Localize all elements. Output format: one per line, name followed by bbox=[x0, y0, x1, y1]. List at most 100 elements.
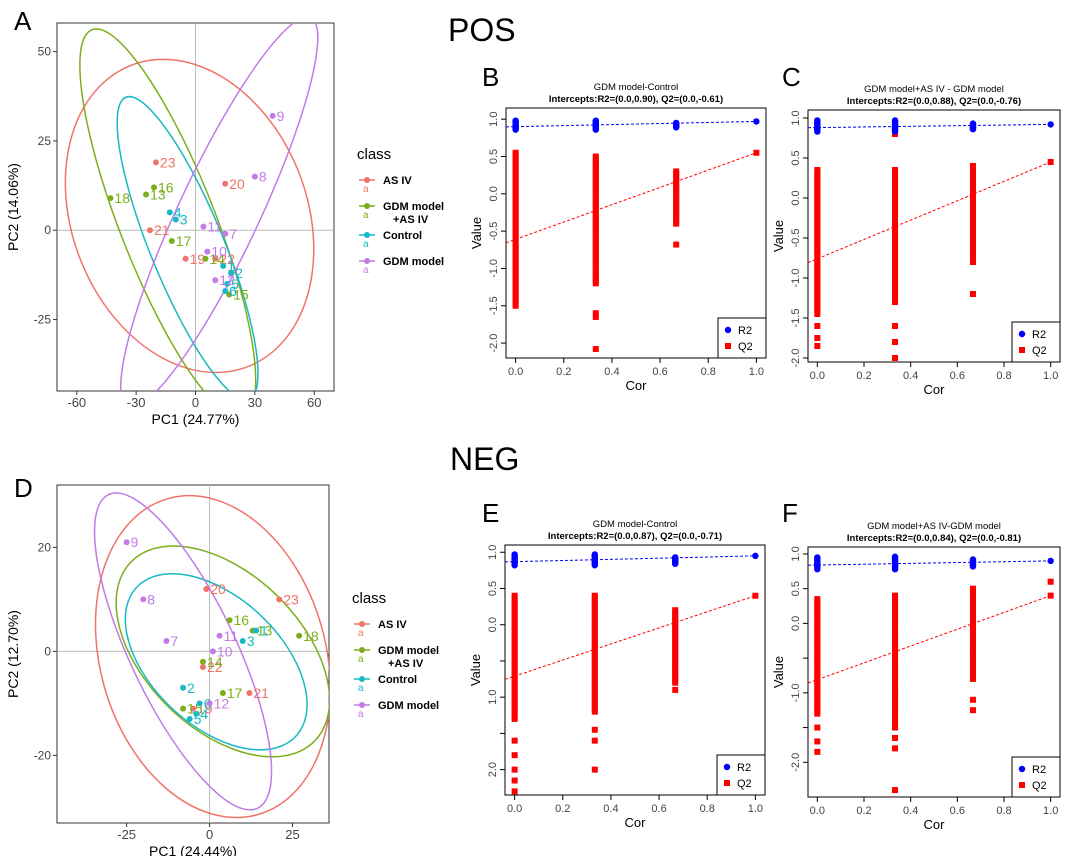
x-tick-label: 0.0 bbox=[810, 805, 825, 817]
sample-point bbox=[219, 690, 226, 696]
sample-point bbox=[123, 539, 130, 546]
y-tick-label: 0.5 bbox=[790, 150, 802, 165]
legend-q2-marker bbox=[1019, 347, 1025, 353]
q2-point bbox=[511, 737, 518, 744]
legend-key-glyph: a bbox=[358, 654, 364, 665]
legend-r2-marker bbox=[723, 763, 731, 771]
y-tick-label: 1.0 bbox=[488, 112, 500, 127]
q2-point bbox=[892, 323, 899, 329]
q2-point bbox=[752, 592, 759, 599]
q2-point bbox=[892, 167, 899, 173]
q2-point bbox=[892, 592, 899, 599]
plot-title: GDM model-Control bbox=[593, 519, 677, 530]
sample-label: 4 bbox=[174, 204, 182, 220]
sample-point bbox=[216, 632, 223, 639]
sample-point bbox=[269, 112, 276, 119]
x-tick-label: 1.0 bbox=[1043, 805, 1058, 817]
sample-label: 7 bbox=[170, 633, 178, 649]
legend-box bbox=[717, 317, 767, 359]
q2-point bbox=[591, 737, 598, 744]
y-tick-label: -2.0 bbox=[790, 349, 802, 368]
sample-point bbox=[200, 223, 207, 230]
y-axis-label: Value bbox=[771, 220, 786, 252]
x-tick-label: 0.2 bbox=[856, 805, 871, 817]
sample-label: 6 bbox=[229, 283, 237, 299]
sample-point bbox=[251, 173, 258, 180]
x-tick-label: 1.0 bbox=[748, 803, 763, 815]
legend-key-glyph: a bbox=[358, 628, 364, 639]
y-axis-label: Value bbox=[468, 654, 483, 686]
r2-regression-line bbox=[505, 120, 757, 128]
q2-point bbox=[969, 585, 976, 592]
y-tick-label: 0.0 bbox=[488, 186, 500, 201]
sample-point bbox=[224, 280, 231, 287]
sample-label: 16 bbox=[158, 179, 174, 195]
q2-point bbox=[969, 707, 976, 714]
y-tick-label: 1.0 bbox=[790, 546, 802, 561]
x-tick-label: 0 bbox=[206, 827, 213, 842]
legend-q2-marker bbox=[725, 343, 731, 349]
x-tick-label: 0.8 bbox=[996, 805, 1011, 817]
sample-label: 22 bbox=[219, 251, 235, 267]
y-axis-label: PC2 (14.06%) bbox=[5, 163, 21, 251]
y-tick-label: 0.0 bbox=[790, 616, 802, 631]
plot-subtitle: Intercepts:R2=(0.0,0.87), Q2=(0.0,-0.71) bbox=[548, 531, 722, 542]
q2-point bbox=[814, 343, 821, 349]
legend-label: GDM model bbox=[378, 700, 439, 712]
legend-label: GDM model bbox=[383, 201, 444, 213]
legend-key-glyph: a bbox=[363, 210, 369, 221]
legend-q2-label: Q2 bbox=[737, 778, 752, 790]
sample-label: 17 bbox=[176, 233, 192, 249]
panel-e: E GDM model-ControlIntercepts:R2=(0.0,0.8… bbox=[468, 498, 766, 830]
y-tick-label: -0.5 bbox=[488, 222, 500, 241]
sample-point bbox=[212, 255, 219, 262]
x-tick-label: 0.2 bbox=[556, 366, 571, 378]
r2-regression-line bbox=[504, 555, 756, 563]
sample-point bbox=[203, 586, 210, 592]
sample-label: 12 bbox=[214, 695, 230, 711]
panel-letter: E bbox=[482, 498, 499, 528]
legend-key-glyph: a bbox=[358, 709, 364, 720]
sample-label: 2 bbox=[235, 265, 243, 281]
sample-point bbox=[222, 287, 229, 294]
panel-letter: B bbox=[482, 62, 499, 92]
q2-point bbox=[814, 738, 821, 745]
sample-point bbox=[168, 237, 175, 244]
q2-point bbox=[814, 724, 821, 731]
sample-point bbox=[226, 291, 233, 298]
panel-letter: C bbox=[782, 62, 801, 92]
r2-point bbox=[814, 117, 821, 124]
legend-label: Control bbox=[378, 674, 417, 686]
sample-point bbox=[222, 230, 229, 237]
sample-point bbox=[206, 700, 213, 707]
x-tick-label: 0.0 bbox=[810, 370, 825, 382]
x-axis-label: Cor bbox=[626, 378, 648, 393]
x-tick-label: 0.8 bbox=[701, 366, 716, 378]
sample-point bbox=[253, 627, 260, 634]
sample-label: 13 bbox=[150, 186, 166, 202]
legend-label: GDM model bbox=[378, 645, 439, 657]
legend-title: class bbox=[357, 146, 391, 163]
q2-regression-line bbox=[504, 595, 756, 680]
legend-q2-label: Q2 bbox=[1032, 345, 1047, 357]
plot-subtitle: Intercepts:R2=(0.0,0.84), Q2=(0.0,-0.81) bbox=[847, 533, 1021, 544]
plot-frame bbox=[807, 546, 1061, 798]
x-tick-label: 25 bbox=[285, 827, 299, 842]
q2-point bbox=[892, 787, 899, 794]
q2-point bbox=[814, 748, 821, 755]
y-tick-label: 50 bbox=[38, 45, 52, 59]
panel-c: C GDM model+AS IV - GDM modelIntercepts:R… bbox=[771, 62, 1061, 397]
sample-point bbox=[186, 716, 193, 722]
sample-label: 19 bbox=[190, 251, 206, 267]
q2-point bbox=[673, 168, 680, 175]
sample-label: 18 bbox=[303, 628, 319, 644]
y-tick-label: -2.0 bbox=[790, 753, 802, 772]
r2-point bbox=[891, 117, 899, 124]
sample-point bbox=[199, 664, 206, 670]
r2-point bbox=[1047, 557, 1054, 565]
r2-point bbox=[592, 117, 599, 124]
r2-point bbox=[969, 556, 977, 563]
y-axis-label: PC2 (12.70%) bbox=[5, 610, 21, 698]
